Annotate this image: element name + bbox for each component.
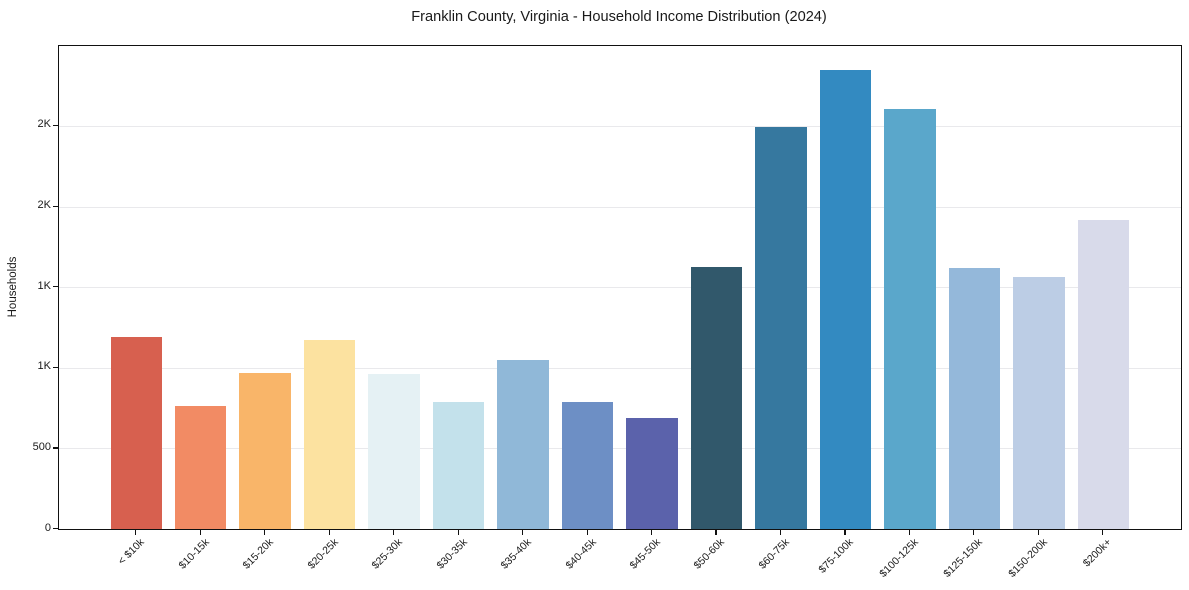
bar-60-75k xyxy=(755,127,807,529)
bar-30-35k xyxy=(432,401,485,529)
x-tick-mark xyxy=(586,529,588,535)
y-tick-mark xyxy=(52,205,58,207)
y-tick-label: 0 xyxy=(44,521,51,534)
x-tick-mark xyxy=(199,529,201,535)
bar-20-25k xyxy=(303,339,356,529)
bar-40-45k xyxy=(561,401,614,529)
x-tick-mark xyxy=(457,529,459,535)
x-tick-mark xyxy=(328,529,330,535)
y-tick-label: 2K xyxy=(37,199,51,211)
bar-45-50k xyxy=(626,417,678,529)
bar-15-20k xyxy=(239,372,291,529)
bar-10-15k xyxy=(174,406,227,529)
bar-50-60k xyxy=(690,266,743,529)
gridline-500 xyxy=(59,448,1181,450)
bar-150-200k xyxy=(1013,276,1065,529)
gridline-1000 xyxy=(59,367,1181,369)
bar-125-150k xyxy=(948,267,1001,529)
x-tick-mark xyxy=(135,529,137,535)
y-tick-mark xyxy=(52,528,58,530)
x-tick-mark xyxy=(844,529,846,535)
bar-100-125k xyxy=(884,108,936,529)
chart-title: Franklin County, Virginia - Household In… xyxy=(411,9,827,25)
y-tick-label: 1K xyxy=(37,360,51,373)
bar-75-100k xyxy=(819,70,872,529)
bar-200k+ xyxy=(1077,220,1129,529)
gridline-1500 xyxy=(59,287,1181,289)
bar-35-40k xyxy=(497,359,549,529)
y-tick-mark xyxy=(52,366,58,368)
x-tick-mark xyxy=(651,529,653,535)
gridline-2000 xyxy=(59,206,1181,208)
x-tick-mark xyxy=(715,529,717,535)
y-tick-mark xyxy=(52,124,58,126)
bar-25-30k xyxy=(368,374,420,529)
x-tick-mark xyxy=(393,529,395,535)
x-tick-mark xyxy=(1037,529,1039,535)
x-tick-mark xyxy=(264,529,266,535)
x-tick-mark xyxy=(522,529,524,535)
y-tick-label: 2K xyxy=(37,118,51,131)
x-tick-mark xyxy=(779,529,782,535)
y-tick-mark xyxy=(52,447,58,449)
y-tick-label: 1K xyxy=(37,279,51,292)
y-tick-mark xyxy=(52,286,58,288)
x-tick-label: < $10k xyxy=(115,536,147,568)
gridline-2500 xyxy=(59,125,1181,127)
y-tick-label: 500 xyxy=(32,440,51,453)
x-tick-mark xyxy=(973,529,975,535)
bar-10k xyxy=(110,337,162,529)
plot-area xyxy=(58,45,1182,530)
x-tick-mark xyxy=(1102,529,1104,535)
x-tick-mark xyxy=(908,529,910,535)
